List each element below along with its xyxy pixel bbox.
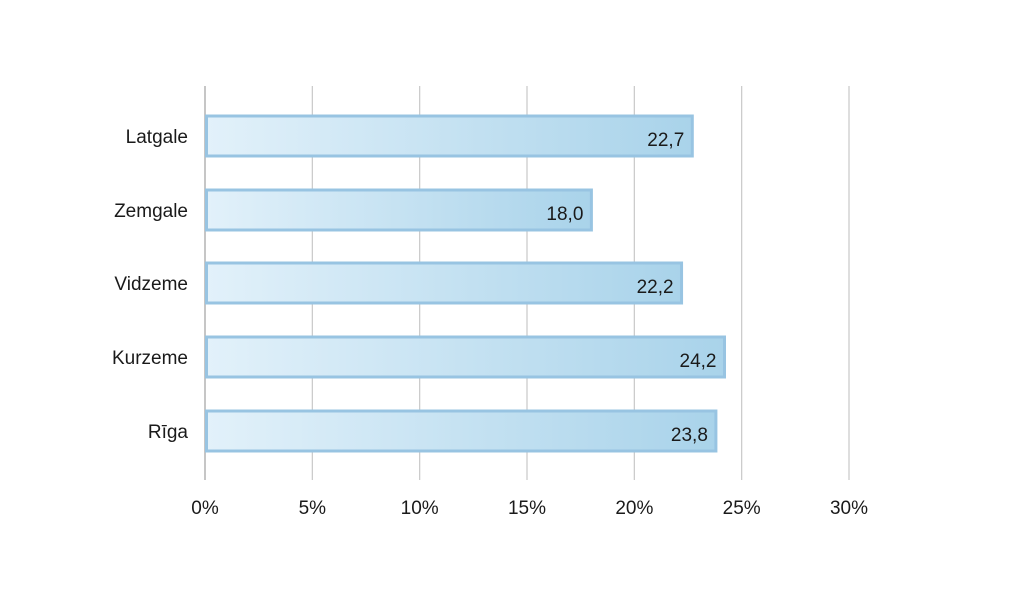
- bar: [205, 335, 726, 379]
- category-label: Vidzeme: [114, 274, 188, 295]
- x-tick-label: 30%: [830, 498, 868, 519]
- data-label: 18,0: [546, 204, 583, 225]
- x-tick-label: 15%: [508, 498, 546, 519]
- category-label: Latgale: [126, 127, 188, 148]
- x-tick-label: 5%: [299, 498, 327, 519]
- data-label: 22,7: [647, 130, 684, 151]
- bar: [205, 409, 718, 453]
- bar: [205, 188, 593, 232]
- labels: 0% 5% 10% 15% 20% 25% 30% Latgale 22,7 Zemgale 18,…: [112, 127, 868, 519]
- x-tick-label: 0%: [191, 498, 219, 519]
- category-label: Rīga: [148, 422, 189, 443]
- category-label: Kurzeme: [112, 348, 188, 369]
- category-label: Zemgale: [114, 201, 188, 222]
- x-tick-label: 20%: [615, 498, 653, 519]
- bar: [205, 114, 694, 158]
- x-tick-label: 25%: [723, 498, 761, 519]
- x-tick-label: 10%: [401, 498, 439, 519]
- bars: [205, 114, 726, 453]
- data-label: 22,2: [637, 277, 674, 298]
- data-label: 23,8: [671, 425, 708, 446]
- bar: [205, 261, 684, 305]
- data-label: 24,2: [680, 351, 717, 372]
